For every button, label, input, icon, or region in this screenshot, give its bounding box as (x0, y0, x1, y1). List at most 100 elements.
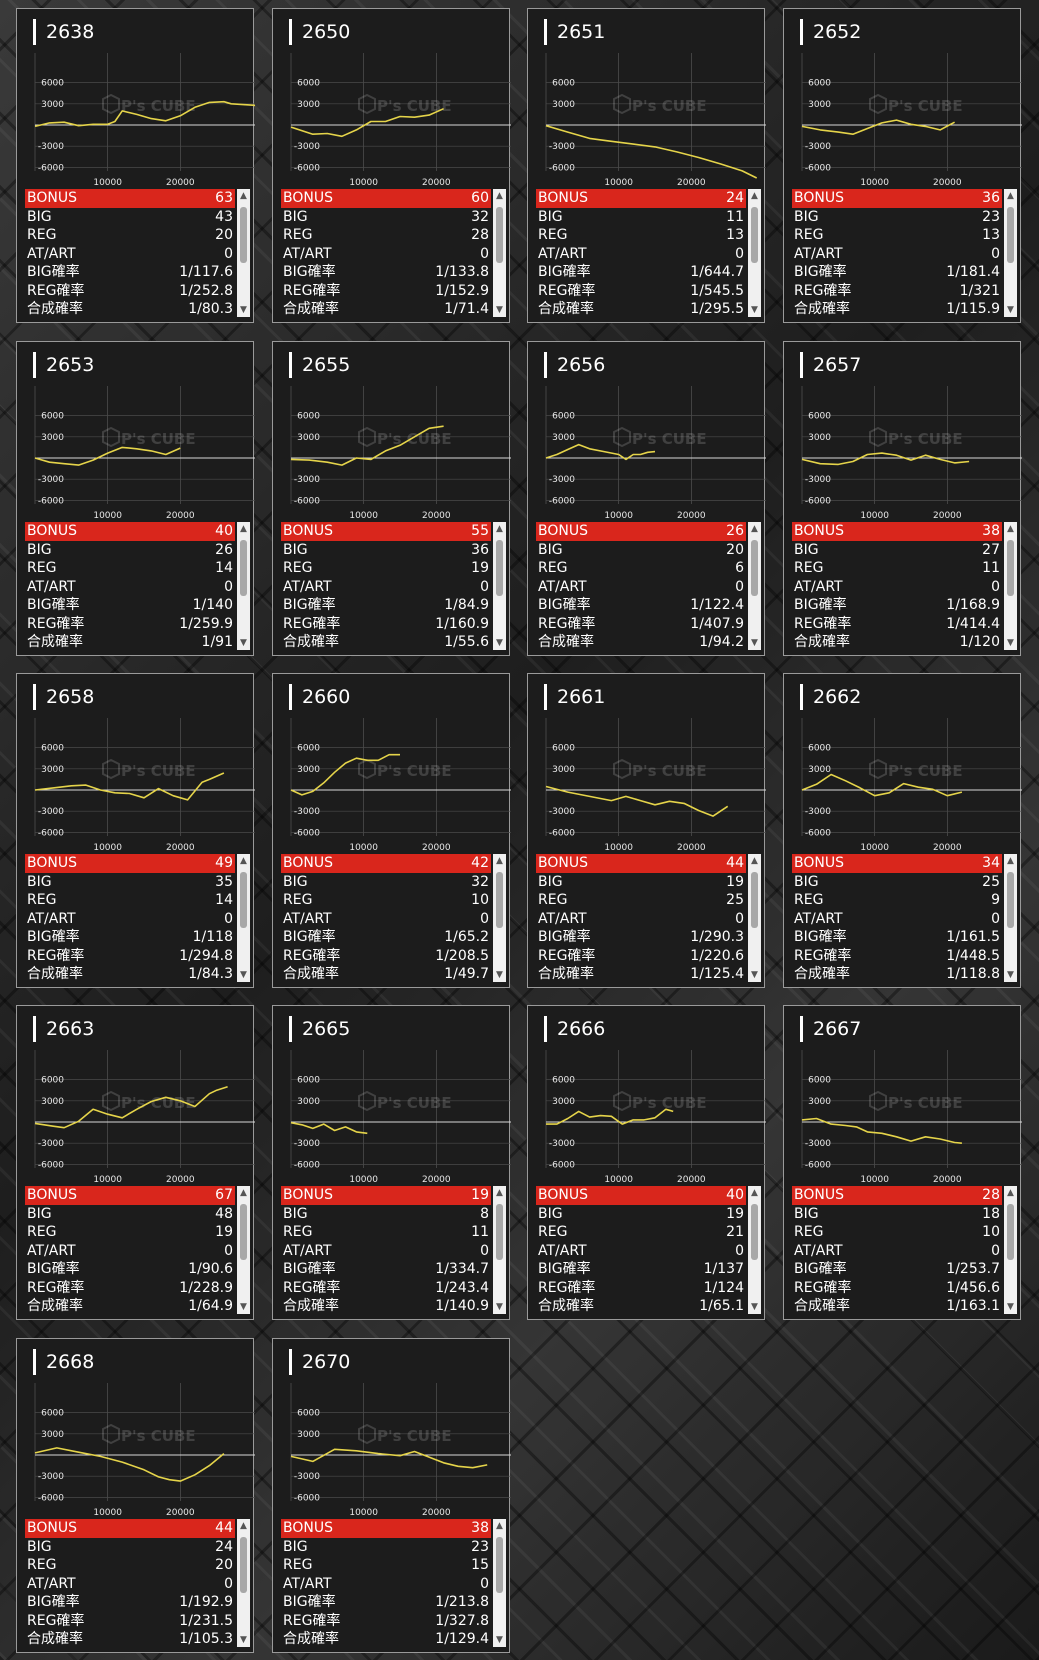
y-tick-label: -3000 (805, 475, 831, 485)
scroll-down-icon[interactable]: ▼ (240, 638, 247, 648)
scroll-thumb[interactable] (1007, 872, 1014, 928)
machine-card[interactable]: 2657 P's CUBE 6000 3000 -3000 -6000 10000 20000… (783, 341, 1022, 656)
machine-card[interactable]: 2661 P's CUBE 6000 3000 -3000 -6000 10000 20000… (527, 673, 766, 988)
scroll-thumb[interactable] (240, 207, 247, 263)
scroll-up-icon[interactable]: ▲ (1007, 1188, 1014, 1198)
machine-card[interactable]: 2663 P's CUBE 6000 3000 -3000 -6000 10000 20000… (16, 1005, 255, 1320)
stats-scrollbar[interactable]: ▲ ▼ (237, 854, 250, 982)
scroll-up-icon[interactable]: ▲ (240, 524, 247, 534)
machine-card[interactable]: 2665 P's CUBE 6000 3000 -3000 -6000 10000 20000… (272, 1005, 511, 1320)
machine-card[interactable]: 2656 P's CUBE 6000 3000 -3000 -6000 10000 20000… (527, 341, 766, 656)
stats-scrollbar[interactable]: ▲ ▼ (493, 1519, 506, 1647)
scroll-thumb[interactable] (1007, 207, 1014, 263)
stats-scrollbar[interactable]: ▲ ▼ (493, 522, 506, 650)
stats-scrollbar[interactable]: ▲ ▼ (237, 522, 250, 650)
machine-number: 2670 (289, 1349, 350, 1375)
machine-card[interactable]: 2668 P's CUBE 6000 3000 -3000 -6000 10000 20000… (16, 1338, 255, 1653)
scroll-thumb[interactable] (751, 540, 758, 596)
stat-value: 18 (982, 1205, 1000, 1222)
scroll-thumb[interactable] (496, 1537, 503, 1593)
scroll-thumb[interactable] (240, 540, 247, 596)
scroll-down-icon[interactable]: ▼ (1007, 638, 1014, 648)
machine-card[interactable]: 2653 P's CUBE 6000 3000 -3000 -6000 10000 20000… (16, 341, 255, 656)
scroll-down-icon[interactable]: ▼ (751, 638, 758, 648)
scroll-down-icon[interactable]: ▼ (240, 305, 247, 315)
scroll-thumb[interactable] (496, 207, 503, 263)
stats-scrollbar[interactable]: ▲ ▼ (748, 1186, 761, 1314)
scroll-down-icon[interactable]: ▼ (496, 638, 503, 648)
scroll-down-icon[interactable]: ▼ (751, 1302, 758, 1312)
machine-card[interactable]: 2666 P's CUBE 6000 3000 -3000 -6000 10000 20000… (527, 1005, 766, 1320)
stats-scrollbar[interactable]: ▲ ▼ (493, 1186, 506, 1314)
machine-card[interactable]: 2658 P's CUBE 6000 3000 -3000 -6000 10000 20000… (16, 673, 255, 988)
scroll-thumb[interactable] (496, 1204, 503, 1260)
scroll-thumb[interactable] (751, 1204, 758, 1260)
scroll-up-icon[interactable]: ▲ (240, 1521, 247, 1531)
scroll-down-icon[interactable]: ▼ (1007, 970, 1014, 980)
scroll-up-icon[interactable]: ▲ (1007, 524, 1014, 534)
machine-card[interactable]: 2651 P's CUBE 6000 3000 -3000 -6000 10000 20000… (527, 8, 766, 323)
stats-scrollbar[interactable]: ▲ ▼ (748, 522, 761, 650)
scroll-thumb[interactable] (751, 872, 758, 928)
scroll-up-icon[interactable]: ▲ (751, 191, 758, 201)
stats-scrollbar[interactable]: ▲ ▼ (493, 189, 506, 317)
stats-scrollbar[interactable]: ▲ ▼ (748, 189, 761, 317)
stats-scrollbar[interactable]: ▲ ▼ (237, 189, 250, 317)
scroll-down-icon[interactable]: ▼ (240, 1635, 247, 1645)
scroll-up-icon[interactable]: ▲ (496, 524, 503, 534)
machine-card[interactable]: 2667 P's CUBE 6000 3000 -3000 -6000 10000 20000… (783, 1005, 1022, 1320)
scroll-up-icon[interactable]: ▲ (240, 191, 247, 201)
scroll-down-icon[interactable]: ▼ (751, 305, 758, 315)
scroll-up-icon[interactable]: ▲ (751, 524, 758, 534)
scroll-up-icon[interactable]: ▲ (496, 856, 503, 866)
scroll-down-icon[interactable]: ▼ (496, 305, 503, 315)
machine-card[interactable]: 2660 P's CUBE 6000 3000 -3000 -6000 10000 20000… (272, 673, 511, 988)
stats-scrollbar[interactable]: ▲ ▼ (237, 1519, 250, 1647)
scroll-down-icon[interactable]: ▼ (496, 1302, 503, 1312)
machine-card[interactable]: 2670 P's CUBE 6000 3000 -3000 -6000 10000 20000… (272, 1338, 511, 1653)
stats-scrollbar[interactable]: ▲ ▼ (1004, 854, 1017, 982)
stat-row: REG 21 (536, 1223, 746, 1242)
scroll-thumb[interactable] (240, 872, 247, 928)
stats-scrollbar[interactable]: ▲ ▼ (493, 854, 506, 982)
scroll-down-icon[interactable]: ▼ (751, 970, 758, 980)
scroll-thumb[interactable] (240, 1204, 247, 1260)
machine-card[interactable]: 2655 P's CUBE 6000 3000 -3000 -6000 10000 20000… (272, 341, 511, 656)
scroll-thumb[interactable] (240, 1537, 247, 1593)
scroll-down-icon[interactable]: ▼ (1007, 1302, 1014, 1312)
scroll-down-icon[interactable]: ▼ (240, 1302, 247, 1312)
stats-scrollbar[interactable]: ▲ ▼ (1004, 1186, 1017, 1314)
scroll-up-icon[interactable]: ▲ (751, 1188, 758, 1198)
scroll-up-icon[interactable]: ▲ (751, 856, 758, 866)
scroll-down-icon[interactable]: ▼ (496, 1635, 503, 1645)
scroll-thumb[interactable] (496, 540, 503, 596)
scroll-down-icon[interactable]: ▼ (496, 970, 503, 980)
stats-scrollbar[interactable]: ▲ ▼ (1004, 189, 1017, 317)
machine-card[interactable]: 2652 P's CUBE 6000 3000 -3000 -6000 10000 20000… (783, 8, 1022, 323)
stat-value: 1/228.9 (179, 1279, 233, 1296)
machine-card[interactable]: 2662 P's CUBE 6000 3000 -3000 -6000 10000 20000… (783, 673, 1022, 988)
scroll-down-icon[interactable]: ▼ (240, 970, 247, 980)
stat-row: BIG確率 1/168.9 (792, 596, 1002, 615)
stat-label: 合成確率 (27, 1298, 83, 1314)
scroll-up-icon[interactable]: ▲ (496, 1188, 503, 1198)
scroll-up-icon[interactable]: ▲ (240, 856, 247, 866)
stats-scrollbar[interactable]: ▲ ▼ (748, 854, 761, 982)
scroll-thumb[interactable] (1007, 540, 1014, 596)
scroll-up-icon[interactable]: ▲ (1007, 191, 1014, 201)
scroll-up-icon[interactable]: ▲ (496, 1521, 503, 1531)
machine-card[interactable]: 2650 P's CUBE 6000 3000 -3000 -6000 10000 20000… (272, 8, 511, 323)
cube-logo-icon (358, 1090, 376, 1112)
scroll-thumb[interactable] (1007, 1204, 1014, 1260)
stats-scrollbar[interactable]: ▲ ▼ (1004, 522, 1017, 650)
machine-card[interactable]: 2638 P's CUBE 6000 3000 -3000 -6000 10000 20000… (16, 8, 255, 323)
scroll-up-icon[interactable]: ▲ (1007, 856, 1014, 866)
scroll-thumb[interactable] (496, 872, 503, 928)
scroll-thumb[interactable] (751, 207, 758, 263)
stats-scrollbar[interactable]: ▲ ▼ (237, 1186, 250, 1314)
scroll-up-icon[interactable]: ▲ (496, 191, 503, 201)
y-tick-label: -6000 (38, 1493, 64, 1503)
stat-value: 1/117.6 (179, 264, 233, 280)
scroll-up-icon[interactable]: ▲ (240, 1188, 247, 1198)
scroll-down-icon[interactable]: ▼ (1007, 305, 1014, 315)
